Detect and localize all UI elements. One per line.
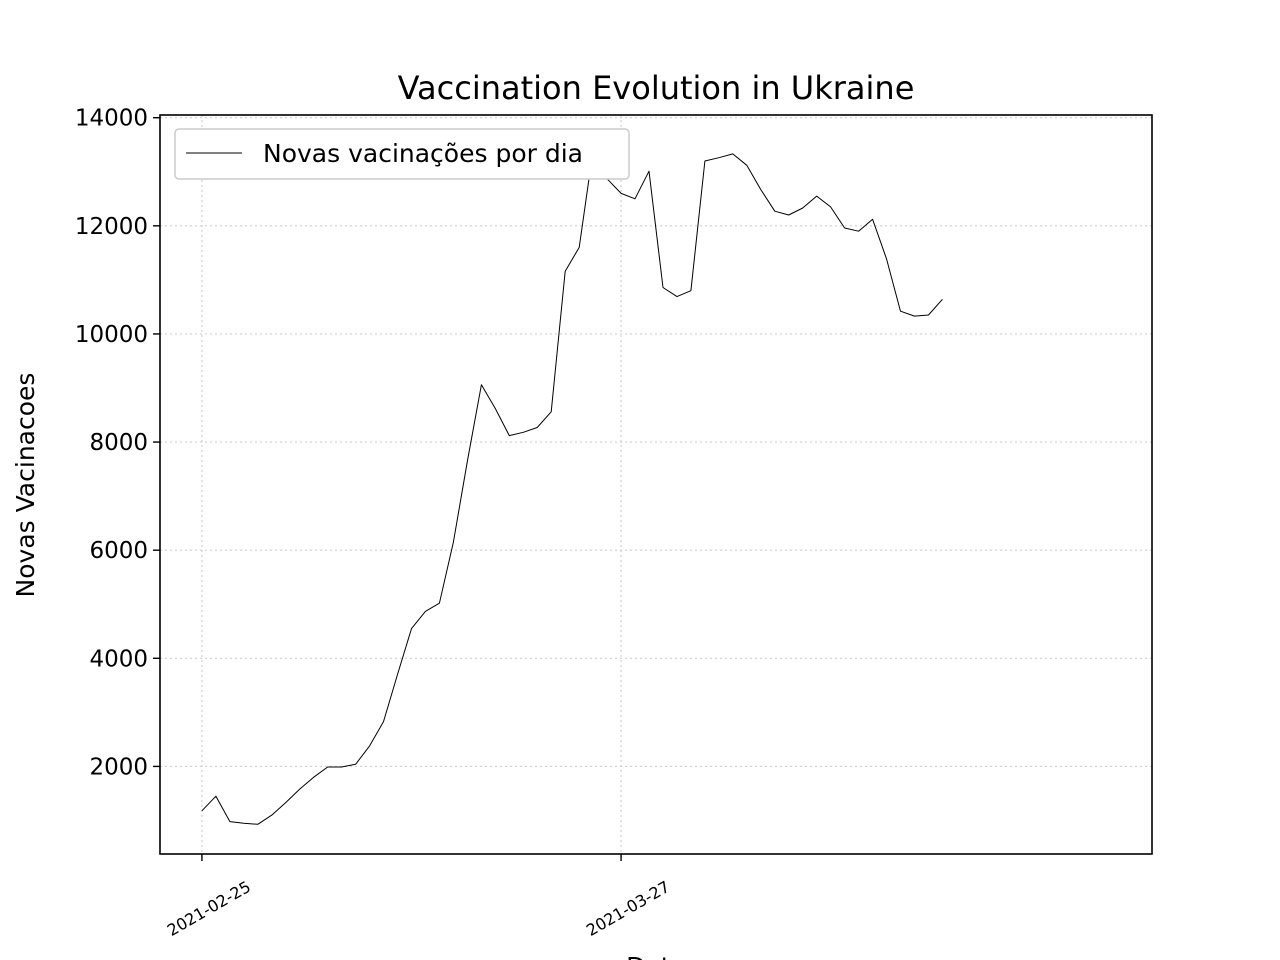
y-tick-label: 12000 <box>75 214 148 240</box>
legend-label: Novas vacinações por dia <box>263 139 583 168</box>
x-tick-label: 2021-02-25 <box>164 877 254 940</box>
y-axis-ticks: 2000 4000 6000 8000 10000 12000 14000 <box>75 106 160 780</box>
legend-box <box>174 128 630 180</box>
y-tick-label: 14000 <box>75 106 148 132</box>
y-tick-label: 4000 <box>89 646 148 672</box>
y-axis-label: Novas Vacinacoes <box>11 373 40 598</box>
legend: Novas vacinações por dia <box>174 128 630 180</box>
y-tick-label: 6000 <box>89 538 148 564</box>
y-tick-label: 10000 <box>75 322 148 348</box>
x-axis-ticks: 2021-02-25 2021-03-27 <box>164 854 673 940</box>
chart-title: Vaccination Evolution in Ukraine <box>398 69 915 107</box>
x-axis-label: Data <box>626 952 686 960</box>
plot-frame <box>159 114 1153 855</box>
y-tick-label: 2000 <box>89 754 148 780</box>
data-points <box>201 150 943 825</box>
x-tick-label: 2021-03-27 <box>583 877 673 940</box>
series-line <box>201 149 943 825</box>
y-tick-label: 8000 <box>89 430 148 456</box>
